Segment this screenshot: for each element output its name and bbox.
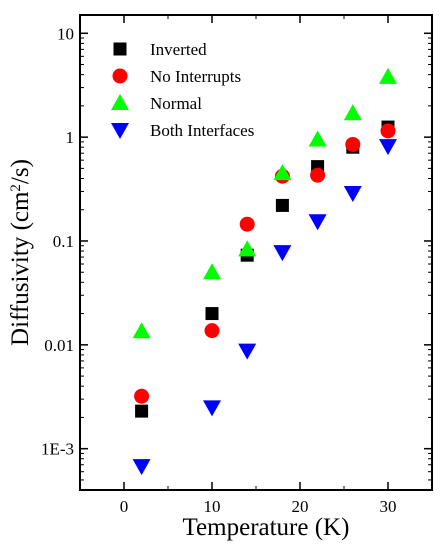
legend-label: Inverted <box>150 40 207 59</box>
data-point <box>203 400 221 417</box>
data-marks <box>132 67 397 476</box>
data-point <box>273 164 292 181</box>
data-point <box>308 214 327 231</box>
legend-marker <box>112 68 128 84</box>
x-tick-label: 20 <box>292 497 309 516</box>
data-point <box>310 167 326 183</box>
data-point <box>273 245 292 262</box>
data-point <box>380 123 396 139</box>
y-tick-label: 0.01 <box>44 336 74 355</box>
legend-item: Normal <box>111 94 202 113</box>
data-point <box>343 185 362 202</box>
legend-marker <box>111 94 129 110</box>
data-point <box>379 67 397 84</box>
series-normal <box>132 67 397 339</box>
legend-item: No Interrupts <box>112 67 241 86</box>
legend-item: Both Interfaces <box>111 121 254 140</box>
data-point <box>308 130 327 147</box>
series-no-interrupts <box>134 123 396 404</box>
y-tick-label: 10 <box>57 24 74 43</box>
legend-marker <box>111 123 129 139</box>
y-tick-label: 1E-3 <box>41 440 74 459</box>
legend-label: Both Interfaces <box>150 121 254 140</box>
x-tick-label: 0 <box>120 497 129 516</box>
data-point <box>132 459 151 476</box>
y-axis-title: Diffusivity (cm2/s) <box>7 159 34 346</box>
data-point <box>343 104 362 121</box>
axis-ticks: 0 10 20 30 1E-3 0.01 0.1 1 10 <box>41 15 433 516</box>
data-point <box>135 404 149 418</box>
data-point <box>134 388 150 404</box>
data-point <box>204 323 220 339</box>
series-both-interfaces <box>132 139 397 476</box>
legend-item: Inverted <box>113 40 207 59</box>
data-point <box>379 139 397 156</box>
data-point <box>238 343 257 360</box>
data-point <box>132 322 151 339</box>
legend-label: Normal <box>150 94 202 113</box>
x-tick-label: 10 <box>204 497 221 516</box>
x-axis-title: Temperature (K) <box>183 514 350 541</box>
plot-frame <box>79 14 433 491</box>
x-tick-label: 30 <box>380 497 397 516</box>
data-point <box>238 240 257 257</box>
data-point <box>275 198 289 212</box>
data-point <box>203 263 221 280</box>
data-point <box>205 307 219 321</box>
legend-label: No Interrupts <box>150 67 241 86</box>
data-point <box>345 136 361 152</box>
y-tick-label: 1 <box>66 128 75 147</box>
series-inverted <box>135 120 395 418</box>
y-tick-label: 0.1 <box>53 232 74 251</box>
legend-marker <box>113 42 127 56</box>
data-point <box>239 216 255 232</box>
legend: Inverted No Interrupts Normal Both Interfac… <box>111 40 254 140</box>
